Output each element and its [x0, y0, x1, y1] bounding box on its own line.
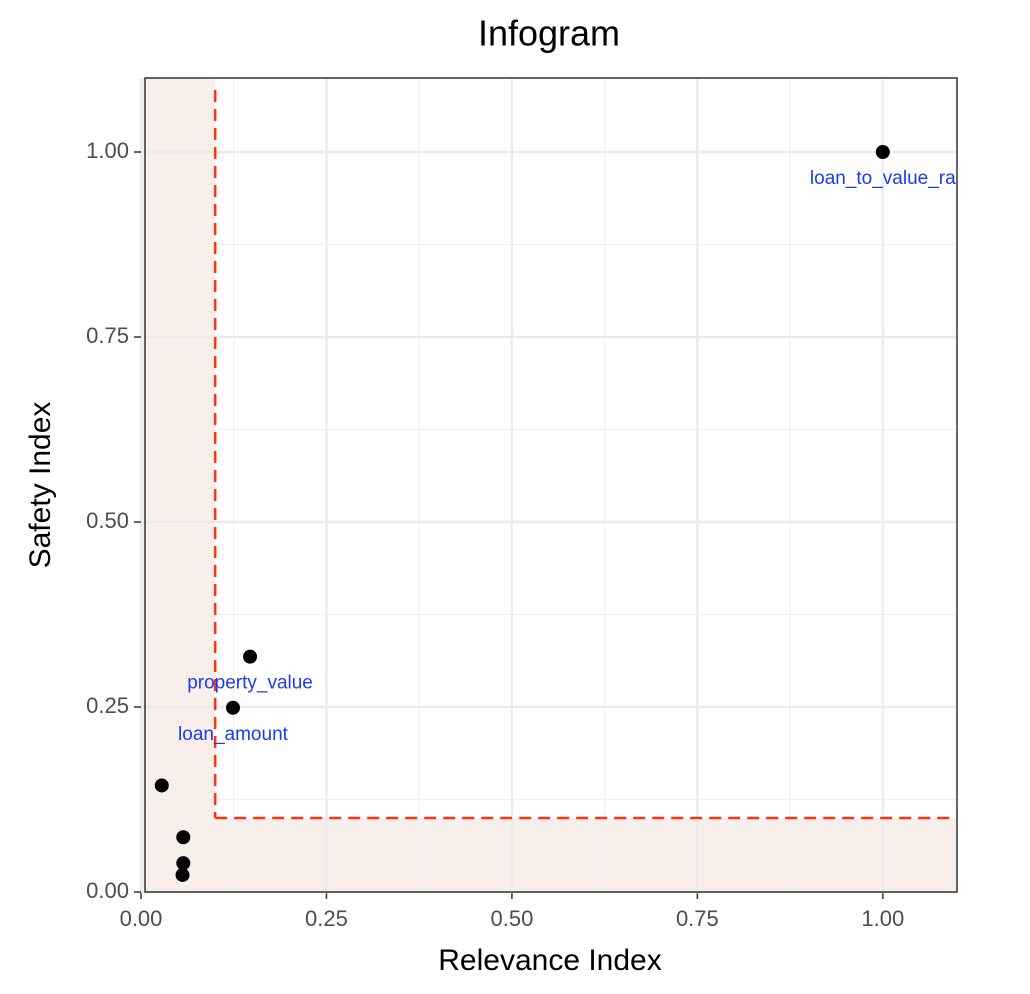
point [175, 867, 190, 882]
y-tick-label: 0.50 [86, 508, 129, 533]
x-tick-label: 0.00 [120, 906, 163, 931]
y-tick-label: 1.00 [86, 138, 129, 163]
point [176, 830, 191, 845]
point [176, 856, 191, 871]
x-tick-label: 1.00 [861, 906, 904, 931]
x-axis-title: Relevance Index [438, 944, 661, 977]
panel-border [144, 77, 958, 893]
chart-title: Infogram [478, 13, 620, 54]
y-tick-label: 0.25 [86, 693, 129, 718]
x-tick-label: 0.50 [490, 906, 533, 931]
point [243, 649, 258, 664]
point [225, 700, 240, 715]
y-tick-label: 0.00 [86, 878, 129, 903]
low-relevance-zone [141, 78, 216, 892]
x-tick-label: 0.25 [305, 906, 348, 931]
y-tick-label: 0.75 [86, 323, 129, 348]
point-label: loan_to_value_ra [810, 168, 956, 189]
x-tick-label: 0.75 [676, 906, 719, 931]
point-label: property_value [187, 673, 313, 694]
point [875, 145, 890, 159]
point-label: loan_amount [178, 724, 289, 745]
panel-background [141, 78, 957, 892]
point [154, 778, 169, 793]
y-axis-title: Safety Index [24, 402, 57, 569]
low-safety-zone [141, 818, 957, 892]
